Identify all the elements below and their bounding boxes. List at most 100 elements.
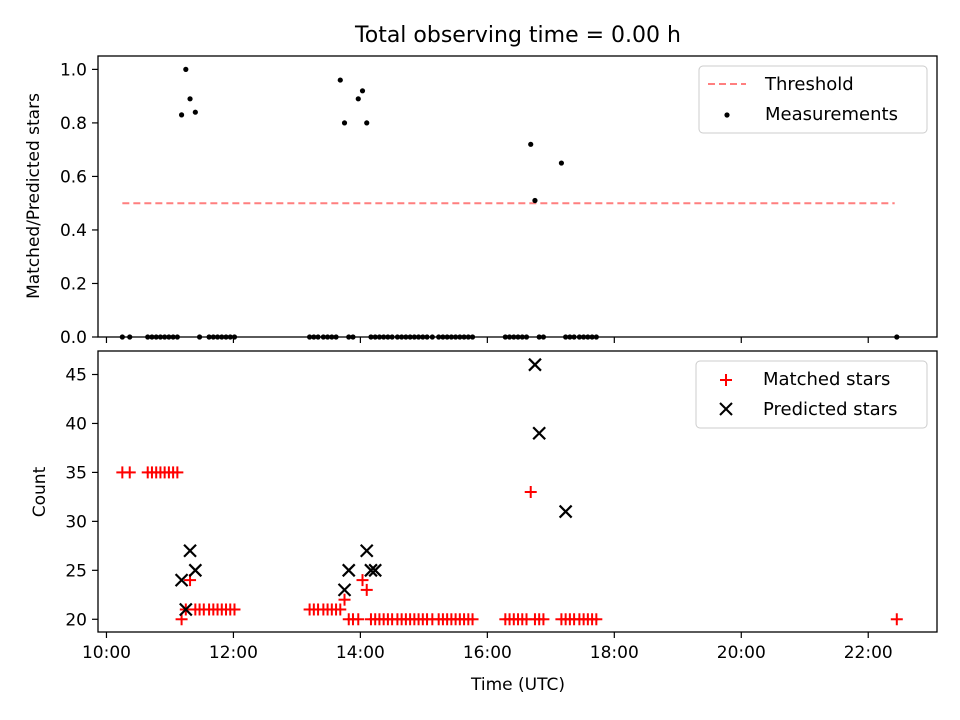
measurement-point xyxy=(223,334,229,340)
measurement-point xyxy=(429,334,435,340)
measurement-point xyxy=(506,334,513,340)
bottom-y-ticks: 20 25 30 35 40 45 xyxy=(65,365,98,630)
measurement-point xyxy=(187,96,193,102)
measurement-point xyxy=(372,334,378,340)
measurement-point xyxy=(178,112,185,118)
y-tick-label: 0.8 xyxy=(60,114,87,134)
measurement-point xyxy=(145,334,151,340)
x-tick-label: 16:00 xyxy=(463,643,512,663)
bottom-plot-area xyxy=(116,357,903,626)
x-stroke-b xyxy=(368,563,382,578)
measurement-point xyxy=(528,141,534,147)
measurement-point xyxy=(536,334,542,340)
measurement-point xyxy=(127,334,133,340)
measurement-point xyxy=(149,334,155,340)
measurement-point xyxy=(320,334,326,340)
measurement-point xyxy=(519,334,525,340)
y-tick-label: 0.6 xyxy=(60,167,87,187)
matched-stars-point xyxy=(338,593,351,606)
measurement-point xyxy=(407,334,413,340)
x-tick-label: 22:00 xyxy=(844,643,893,663)
top-legend-box xyxy=(698,65,928,134)
measurement-point xyxy=(444,334,450,340)
measurement-point xyxy=(210,334,216,340)
measurement-point xyxy=(359,88,366,94)
x-stroke-b xyxy=(359,543,374,558)
measurement-point xyxy=(453,334,459,340)
measurement-point xyxy=(311,334,317,340)
measurement-point xyxy=(376,334,383,340)
measurement-point xyxy=(558,160,565,166)
measurement-point xyxy=(153,334,159,340)
measurement-point xyxy=(329,334,335,340)
measurement-point xyxy=(424,334,430,340)
predicted-stars-point xyxy=(528,357,542,372)
measurement-point xyxy=(502,334,508,340)
matched-stars-point xyxy=(123,466,136,479)
measurement-point xyxy=(448,334,454,340)
bottom-axes-frame xyxy=(97,350,938,633)
legend-measurements-swatch xyxy=(724,112,730,118)
measurement-point xyxy=(206,334,212,340)
measurement-point xyxy=(457,334,463,340)
measurement-point xyxy=(166,334,172,340)
y-tick-label: 25 xyxy=(65,561,87,581)
measurement-point xyxy=(307,334,313,340)
top-plot-area xyxy=(119,66,900,340)
x-stroke-b xyxy=(528,357,542,372)
x-stroke-b xyxy=(532,426,546,441)
measurement-point xyxy=(350,334,356,340)
predicted-stars-point xyxy=(183,543,197,558)
measurement-point xyxy=(333,334,339,340)
measurement-point xyxy=(420,334,426,340)
measurement-point xyxy=(399,334,405,340)
y-tick-label: 1.0 xyxy=(60,60,87,80)
measurement-point xyxy=(593,334,599,340)
legend-threshold-label: Threshold xyxy=(764,74,854,95)
legend-matched-swatch xyxy=(720,374,732,386)
measurement-point xyxy=(219,334,225,340)
top-legend: Threshold Measurements xyxy=(698,65,928,134)
measurement-point xyxy=(174,334,180,340)
measurement-point xyxy=(364,120,370,126)
measurement-point xyxy=(341,120,348,126)
bottom-x-ticks: 10:00 12:00 14:00 16:00 18:00 20:00 22:00 xyxy=(82,632,893,663)
matched-stars-point xyxy=(228,603,241,616)
measurement-point xyxy=(411,334,417,340)
measurement-point xyxy=(227,334,233,340)
y-tick-label: 20 xyxy=(65,610,87,630)
x-tick-label: 10:00 xyxy=(82,643,131,663)
measurement-point xyxy=(532,197,538,204)
legend-matched-label: Matched stars xyxy=(763,369,890,390)
x-stroke-b xyxy=(183,543,197,558)
y-tick-label: 0.2 xyxy=(60,274,87,294)
measurement-point xyxy=(461,334,467,340)
matched-stars-point xyxy=(175,613,188,626)
x-stroke-b xyxy=(337,583,352,597)
measurement-point xyxy=(540,334,547,340)
measurement-point xyxy=(170,334,176,340)
measurement-point xyxy=(162,334,168,340)
matched-stars-point xyxy=(466,613,479,626)
measurement-point xyxy=(523,334,530,340)
measurement-point xyxy=(585,334,591,340)
x-tick-label: 20:00 xyxy=(717,643,766,663)
predicted-stars-point xyxy=(179,602,193,617)
x-stroke-b xyxy=(341,563,356,578)
measurement-point xyxy=(465,334,471,340)
x-tick-label: 14:00 xyxy=(336,643,385,663)
measurement-point xyxy=(385,334,391,340)
matched-stars-point xyxy=(590,613,603,626)
measurement-point xyxy=(231,334,238,340)
y-tick-label: 35 xyxy=(65,463,87,483)
predicted-stars-point xyxy=(188,563,203,578)
bottom-panel: 20 25 30 35 40 45 10:00 12:00 14:00 16:00 18:00 20… xyxy=(30,350,938,695)
measurement-point xyxy=(389,334,395,340)
measurement-point xyxy=(563,334,569,340)
predicted-stars-point xyxy=(558,504,573,519)
measurement-point xyxy=(192,109,198,115)
y-tick-label: 45 xyxy=(65,365,87,385)
x-stroke-b xyxy=(174,573,189,587)
measurement-point xyxy=(567,334,573,340)
